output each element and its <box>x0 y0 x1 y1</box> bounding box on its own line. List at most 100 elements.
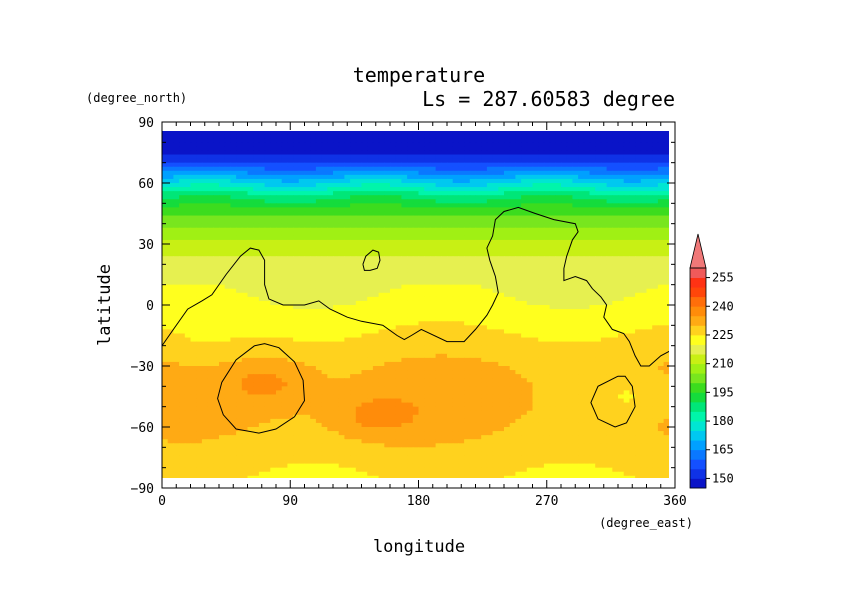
heatmap-cell <box>219 166 226 172</box>
heatmap-cell <box>595 134 602 139</box>
heatmap-cell <box>589 142 596 147</box>
heatmap-cell <box>652 284 659 290</box>
heatmap-cell <box>549 264 556 269</box>
heatmap-cell <box>481 288 488 294</box>
heatmap-cell <box>207 305 214 310</box>
heatmap-cell <box>475 288 482 294</box>
heatmap-cell <box>447 252 454 257</box>
heatmap-cell <box>566 162 573 168</box>
heatmap-cell <box>555 131 562 135</box>
heatmap-cell <box>418 260 425 265</box>
heatmap-cell <box>201 333 209 339</box>
heatmap-cell <box>652 235 659 241</box>
heatmap-cell <box>355 264 363 269</box>
heatmap-cell <box>236 260 243 265</box>
heatmap-cell <box>236 272 243 278</box>
heatmap-cell <box>543 309 551 314</box>
heatmap-cell <box>219 219 226 225</box>
heatmap-cell <box>338 131 345 135</box>
heatmap-cell <box>435 276 442 282</box>
heatmap-cell <box>241 150 249 156</box>
heatmap-cell <box>241 256 249 261</box>
heatmap-cell <box>657 244 665 249</box>
heatmap-cell <box>350 170 357 176</box>
heatmap-cell <box>555 321 562 326</box>
heatmap-cell <box>219 244 226 249</box>
heatmap-cell <box>435 252 442 257</box>
heatmap-cell <box>401 150 408 156</box>
heatmap-cell <box>629 158 636 164</box>
heatmap-cell <box>201 309 209 314</box>
heatmap-cell <box>429 325 437 330</box>
heatmap-cell <box>657 195 665 200</box>
y-units-label: (degree_north) <box>86 91 187 105</box>
heatmap-cell <box>304 187 311 192</box>
heatmap-cell <box>441 131 448 135</box>
heatmap-cell <box>258 276 266 282</box>
heatmap-cell <box>355 215 363 221</box>
heatmap-cell <box>407 211 414 217</box>
heatmap-cell <box>464 146 471 152</box>
heatmap-cell <box>498 260 505 265</box>
heatmap-cell <box>281 170 288 176</box>
heatmap-cell <box>321 219 328 225</box>
heatmap-cell <box>623 309 630 314</box>
heatmap-cell <box>207 215 214 221</box>
heatmap-cell <box>372 305 380 310</box>
heatmap-cell <box>293 244 300 249</box>
heatmap-cell <box>481 329 488 335</box>
heatmap-cell <box>435 313 442 318</box>
heatmap-cell <box>623 321 630 326</box>
heatmap-cell <box>281 191 288 196</box>
heatmap-cell <box>407 288 414 294</box>
heatmap-cell <box>623 211 630 217</box>
heatmap-cell <box>390 268 397 274</box>
heatmap-cell <box>213 345 220 351</box>
heatmap-cell <box>629 325 636 330</box>
heatmap-cell <box>344 187 351 192</box>
heatmap-cell <box>355 199 363 204</box>
heatmap-cell <box>452 146 459 152</box>
heatmap-cell <box>521 211 528 217</box>
heatmap-cell <box>618 134 625 139</box>
heatmap-cell <box>236 227 243 233</box>
heatmap-cell <box>298 199 306 204</box>
heatmap-cell <box>162 178 169 184</box>
heatmap-cell <box>304 292 311 298</box>
heatmap-cell <box>469 317 477 322</box>
heatmap-cell <box>629 146 636 152</box>
heatmap-cell <box>629 187 636 192</box>
heatmap-cell <box>452 187 459 192</box>
heatmap-cell <box>270 264 277 269</box>
heatmap-cell <box>572 170 579 176</box>
heatmap-cell <box>367 264 374 269</box>
heatmap-cell <box>555 235 562 241</box>
heatmap-cell <box>344 337 351 343</box>
heatmap-cell <box>167 203 174 208</box>
heatmap-cell <box>224 154 231 160</box>
heatmap-cell <box>378 264 385 269</box>
heatmap-cell <box>452 154 459 160</box>
heatmap-cell <box>515 131 522 135</box>
heatmap-cell <box>173 345 180 351</box>
heatmap-cell <box>492 288 499 294</box>
heatmap-cell <box>281 138 288 143</box>
heatmap-cell <box>566 296 573 302</box>
heatmap-cell <box>561 305 568 310</box>
heatmap-cell <box>623 131 630 135</box>
heatmap-cell <box>543 341 551 347</box>
heatmap-cell <box>606 131 613 135</box>
heatmap-cell <box>281 272 288 278</box>
heatmap-cell <box>276 166 283 172</box>
heatmap-cell <box>298 131 306 135</box>
heatmap-cell <box>378 183 385 188</box>
heatmap-cell <box>441 272 448 278</box>
heatmap-cell <box>298 138 306 143</box>
heatmap-cell <box>412 313 420 318</box>
heatmap-cell <box>486 341 494 347</box>
heatmap-cell <box>167 142 174 147</box>
heatmap-cell <box>395 223 402 229</box>
heatmap-cell <box>429 207 437 213</box>
heatmap-cell <box>401 146 408 152</box>
heatmap-cell <box>264 183 271 188</box>
